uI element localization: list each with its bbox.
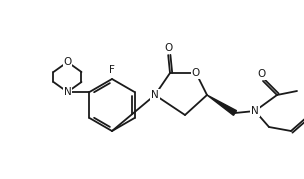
Text: O: O bbox=[63, 57, 72, 67]
Text: F: F bbox=[109, 65, 115, 75]
Text: N: N bbox=[251, 106, 259, 116]
Text: O: O bbox=[164, 43, 172, 53]
Text: O: O bbox=[258, 69, 266, 79]
Text: O: O bbox=[192, 68, 200, 78]
Polygon shape bbox=[207, 95, 237, 115]
Text: N: N bbox=[64, 87, 71, 97]
Text: N: N bbox=[151, 90, 159, 100]
